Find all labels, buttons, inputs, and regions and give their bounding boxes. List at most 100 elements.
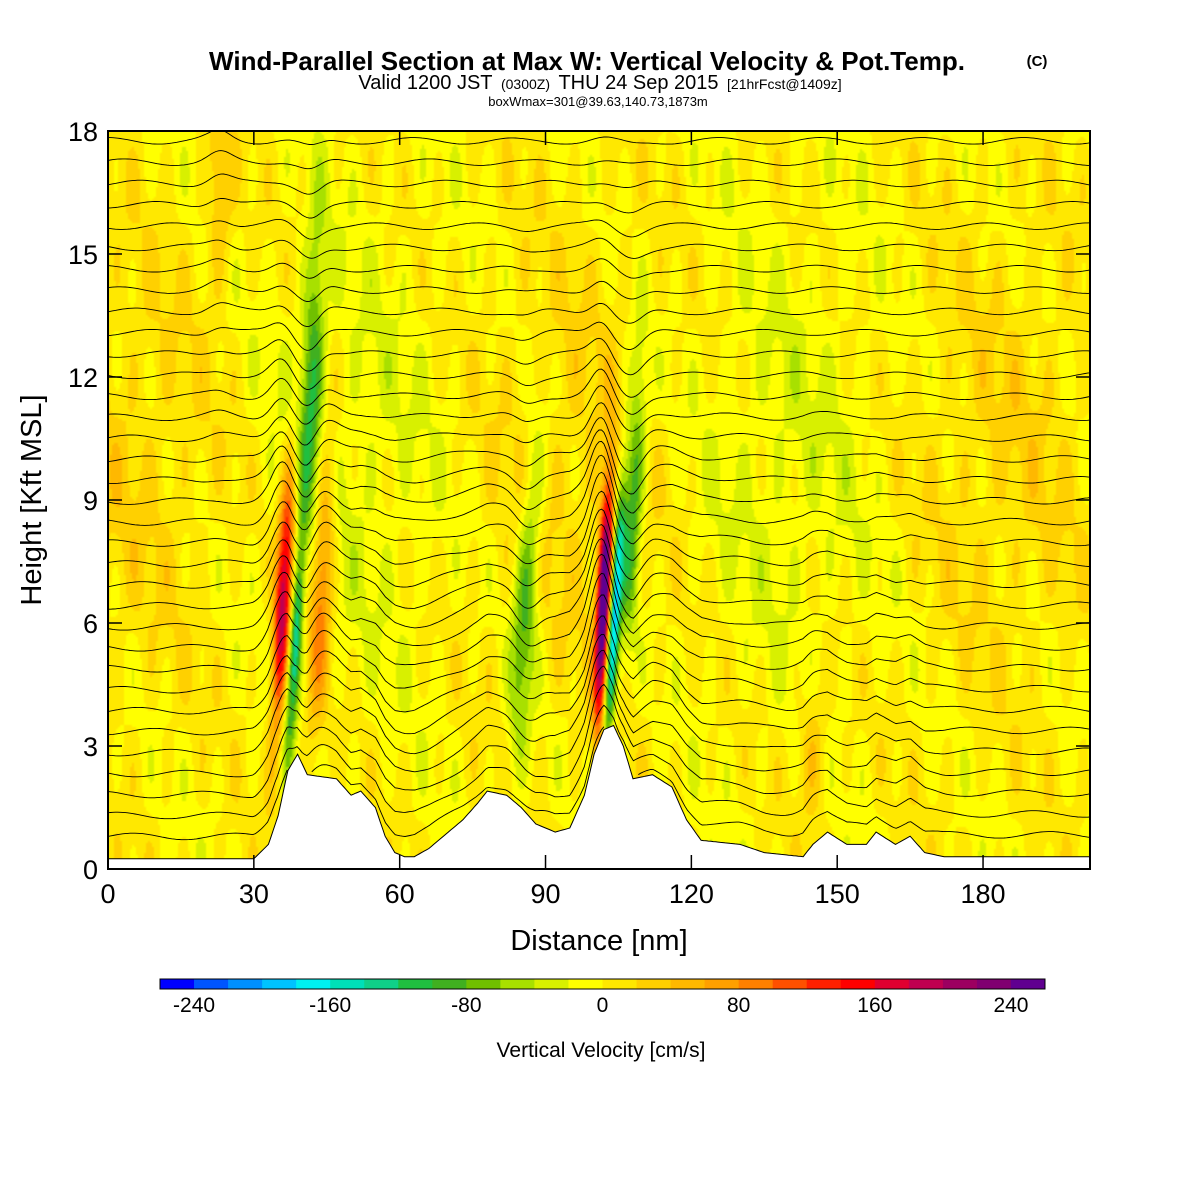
theta-contour (108, 385, 1090, 432)
theta-contour (108, 131, 1090, 145)
x-tick-label: 60 (385, 879, 415, 909)
colorbar-frame (159, 978, 1046, 990)
colorbar-tick-label: 0 (597, 994, 609, 1017)
x-tick-label: 90 (531, 879, 561, 909)
colorbar-tick-label: -240 (173, 994, 215, 1017)
colorbar-swatch (806, 979, 842, 989)
colorbar-swatch (296, 979, 331, 989)
colorbar-swatch (840, 979, 876, 989)
colorbar-swatch (976, 979, 1012, 989)
colorbar-label: Vertical Velocity [cm/s] (497, 1039, 706, 1062)
theta-contour (108, 594, 1090, 694)
theta-contour (108, 508, 1090, 589)
chart-subtitle: Valid 1200 JST (0300Z) THU 24 Sep 2015 [… (358, 72, 841, 94)
colorbar-tick-label: -80 (451, 994, 481, 1017)
theta-contour (108, 726, 1090, 841)
theta-contour (108, 538, 1090, 631)
theta-contour (108, 683, 1090, 799)
theta-contour (108, 302, 1090, 328)
colorbar-swatch (670, 979, 706, 989)
theta-contour (108, 278, 1090, 302)
colorbar-swatch (500, 979, 535, 989)
subtitle-forecast: [21hrFcst@1409z] (727, 76, 842, 92)
colorbar-swatch (534, 979, 569, 989)
theta-contour (108, 197, 1090, 219)
terrain (108, 724, 1090, 869)
colorbar-swatch (874, 979, 910, 989)
theta-contour (108, 354, 1090, 398)
x-tick-label: 180 (961, 879, 1006, 909)
theta-contour (108, 633, 1090, 736)
colorbar: -240 -160 -80 0 80 160 240 (159, 978, 1046, 1017)
subtitle-date: THU 24 Sep 2015 (558, 72, 718, 94)
colorbar-swatch (772, 979, 808, 989)
colorbar-tick-label: 160 (857, 994, 892, 1017)
colorbar-swatch (636, 979, 672, 989)
colorbar-swatch (568, 979, 603, 989)
y-tick-label: 12 (68, 363, 98, 393)
colorbar-swatch (738, 979, 774, 989)
colorbar-swatch (432, 979, 467, 989)
y-tick-label: 18 (68, 117, 98, 147)
x-tick-label: 0 (100, 879, 115, 909)
theta-contour (108, 429, 1090, 495)
y-tick-label: 3 (83, 732, 98, 762)
subtitle-valid: Valid 1200 JST (358, 72, 492, 94)
theta-contour (108, 523, 1090, 610)
colorbar-swatch (942, 979, 978, 989)
x-axis: 0 30 60 90 120 150 180 (100, 131, 1006, 909)
y-tick-label: 15 (68, 240, 98, 270)
colorbar-swatch (330, 979, 365, 989)
x-tick-label: 150 (815, 879, 860, 909)
colorbar-swatch (908, 979, 944, 989)
theta-contour (108, 440, 1090, 514)
colorbar-swatch (704, 979, 740, 989)
y-tick-label: 0 (83, 855, 98, 885)
theta-contour (108, 321, 1090, 351)
theta-contour (108, 649, 1090, 757)
y-tick-label: 6 (83, 609, 98, 639)
theta-contour (108, 665, 1090, 778)
theta-contour (108, 237, 1090, 259)
colorbar-swatch (466, 979, 501, 989)
subtitle-utc: (0300Z) (501, 76, 550, 92)
theta-contour (108, 368, 1090, 415)
x-tick-label: 120 (669, 879, 714, 909)
y-axis-label: Height [Kft MSL] (16, 394, 48, 605)
theta-contour (108, 553, 1090, 652)
colorbar-swatch (364, 979, 399, 989)
x-tick-label: 30 (239, 879, 269, 909)
theta-contour (108, 471, 1090, 547)
theta-contour (108, 572, 1090, 673)
theta-contour (108, 417, 1090, 473)
y-tick-label: 9 (83, 486, 98, 516)
theta-contour (108, 173, 1090, 195)
title-mark: (C) (1027, 53, 1048, 70)
colorbar-swatch (602, 979, 638, 989)
colorbar-swatch (398, 979, 433, 989)
y-axis: 0 3 6 9 12 15 18 (68, 117, 1090, 885)
plot-area: 0 30 60 90 120 150 180 0 3 6 9 12 15 18 (68, 117, 1091, 909)
chart-title: Wind-Parallel Section at Max W: Vertical… (209, 46, 965, 76)
theta-contour (108, 704, 1090, 820)
theta-contour (108, 402, 1090, 452)
colorbar-tick-label: 240 (993, 994, 1028, 1017)
theta-contour (108, 337, 1090, 376)
colorbar-swatch (228, 979, 263, 989)
theta-contour (108, 258, 1090, 279)
colorbar-tick-label: -160 (309, 994, 351, 1017)
theta-contour (108, 490, 1090, 568)
colorbar-swatch (262, 979, 297, 989)
colorbar-tick-label: 80 (727, 994, 750, 1017)
box-note: boxWmax=301@39.63,140.73,1873m (488, 94, 708, 109)
theta-contour (108, 615, 1090, 715)
colorbar-swatch (1010, 979, 1046, 989)
theta-contour (108, 150, 1090, 170)
colorbar-swatch (160, 979, 195, 989)
theta-contour (108, 218, 1090, 240)
theta-contour (108, 454, 1090, 530)
potential-temperature-contours (108, 131, 1090, 841)
colorbar-swatch (194, 979, 229, 989)
x-axis-label: Distance [nm] (510, 925, 687, 957)
